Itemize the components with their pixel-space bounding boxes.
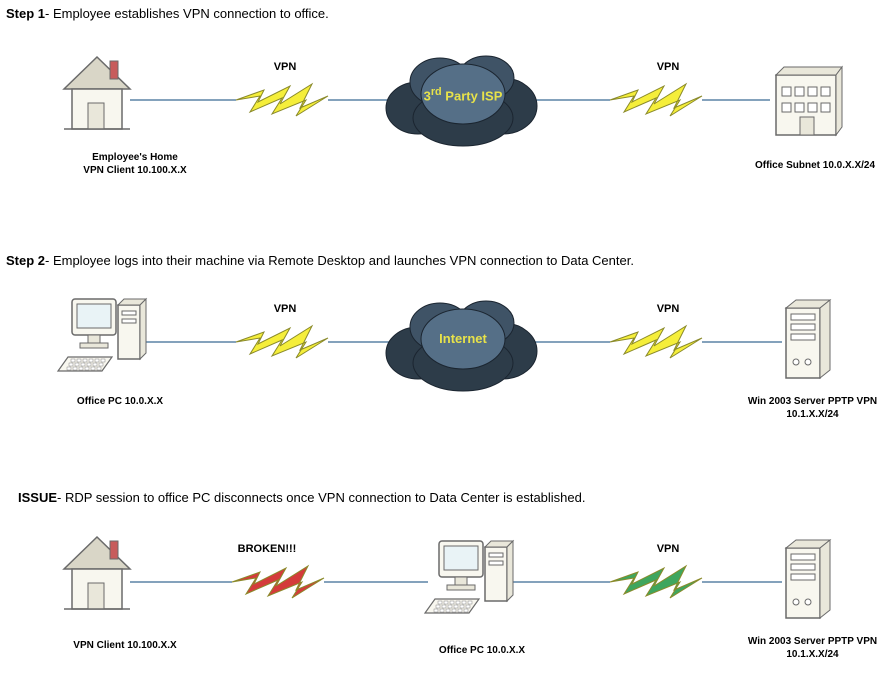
link-label: VPN — [240, 61, 330, 73]
node-caption: VPN Client 10.100.X.X — [50, 640, 200, 653]
lightning-icon — [232, 564, 324, 604]
step-title: Step 1- Employee establishes VPN connect… — [6, 6, 329, 21]
office-building-icon — [770, 65, 842, 143]
connection-line — [130, 579, 232, 585]
pc-icon — [425, 535, 521, 625]
node-caption: Win 2003 Server PPTP VPN10.1.X.X/24 — [735, 396, 879, 421]
server-icon — [780, 538, 836, 624]
link-label: VPN — [623, 303, 713, 315]
connection-line — [140, 339, 236, 345]
node-caption: Office Subnet 10.0.X.X/24 — [740, 160, 879, 173]
lightning-icon — [236, 324, 328, 364]
connection-line — [702, 579, 782, 585]
link-label: VPN — [240, 303, 330, 315]
node-caption: Employee's HomeVPN Client 10.100.X.X — [55, 152, 215, 177]
step-title: ISSUE- RDP session to office PC disconne… — [18, 490, 585, 505]
connection-line — [702, 339, 782, 345]
lightning-icon — [236, 82, 328, 122]
connection-line — [702, 97, 770, 103]
diagram-canvas: Step 1- Employee establishes VPN connect… — [0, 0, 879, 682]
connection-line — [512, 579, 610, 585]
node-caption: Office PC 10.0.X.X — [50, 396, 190, 409]
server-icon — [780, 298, 836, 384]
house-icon — [58, 55, 136, 133]
connection-line — [130, 97, 236, 103]
pc-icon — [58, 293, 154, 383]
step-title: Step 2- Employee logs into their machine… — [6, 253, 634, 268]
link-label: VPN — [623, 543, 713, 555]
node-caption: Office PC 10.0.X.X — [412, 645, 552, 658]
lightning-icon — [610, 324, 702, 364]
link-label: BROKEN!!! — [222, 543, 312, 555]
house-icon — [58, 535, 136, 613]
cloud-label: 3rd Party ISP — [406, 86, 520, 103]
lightning-icon — [610, 564, 702, 604]
connection-line — [324, 579, 428, 585]
lightning-icon — [610, 82, 702, 122]
cloud-label: Internet — [406, 331, 520, 346]
link-label: VPN — [623, 61, 713, 73]
node-caption: Win 2003 Server PPTP VPN10.1.X.X/24 — [735, 636, 879, 661]
